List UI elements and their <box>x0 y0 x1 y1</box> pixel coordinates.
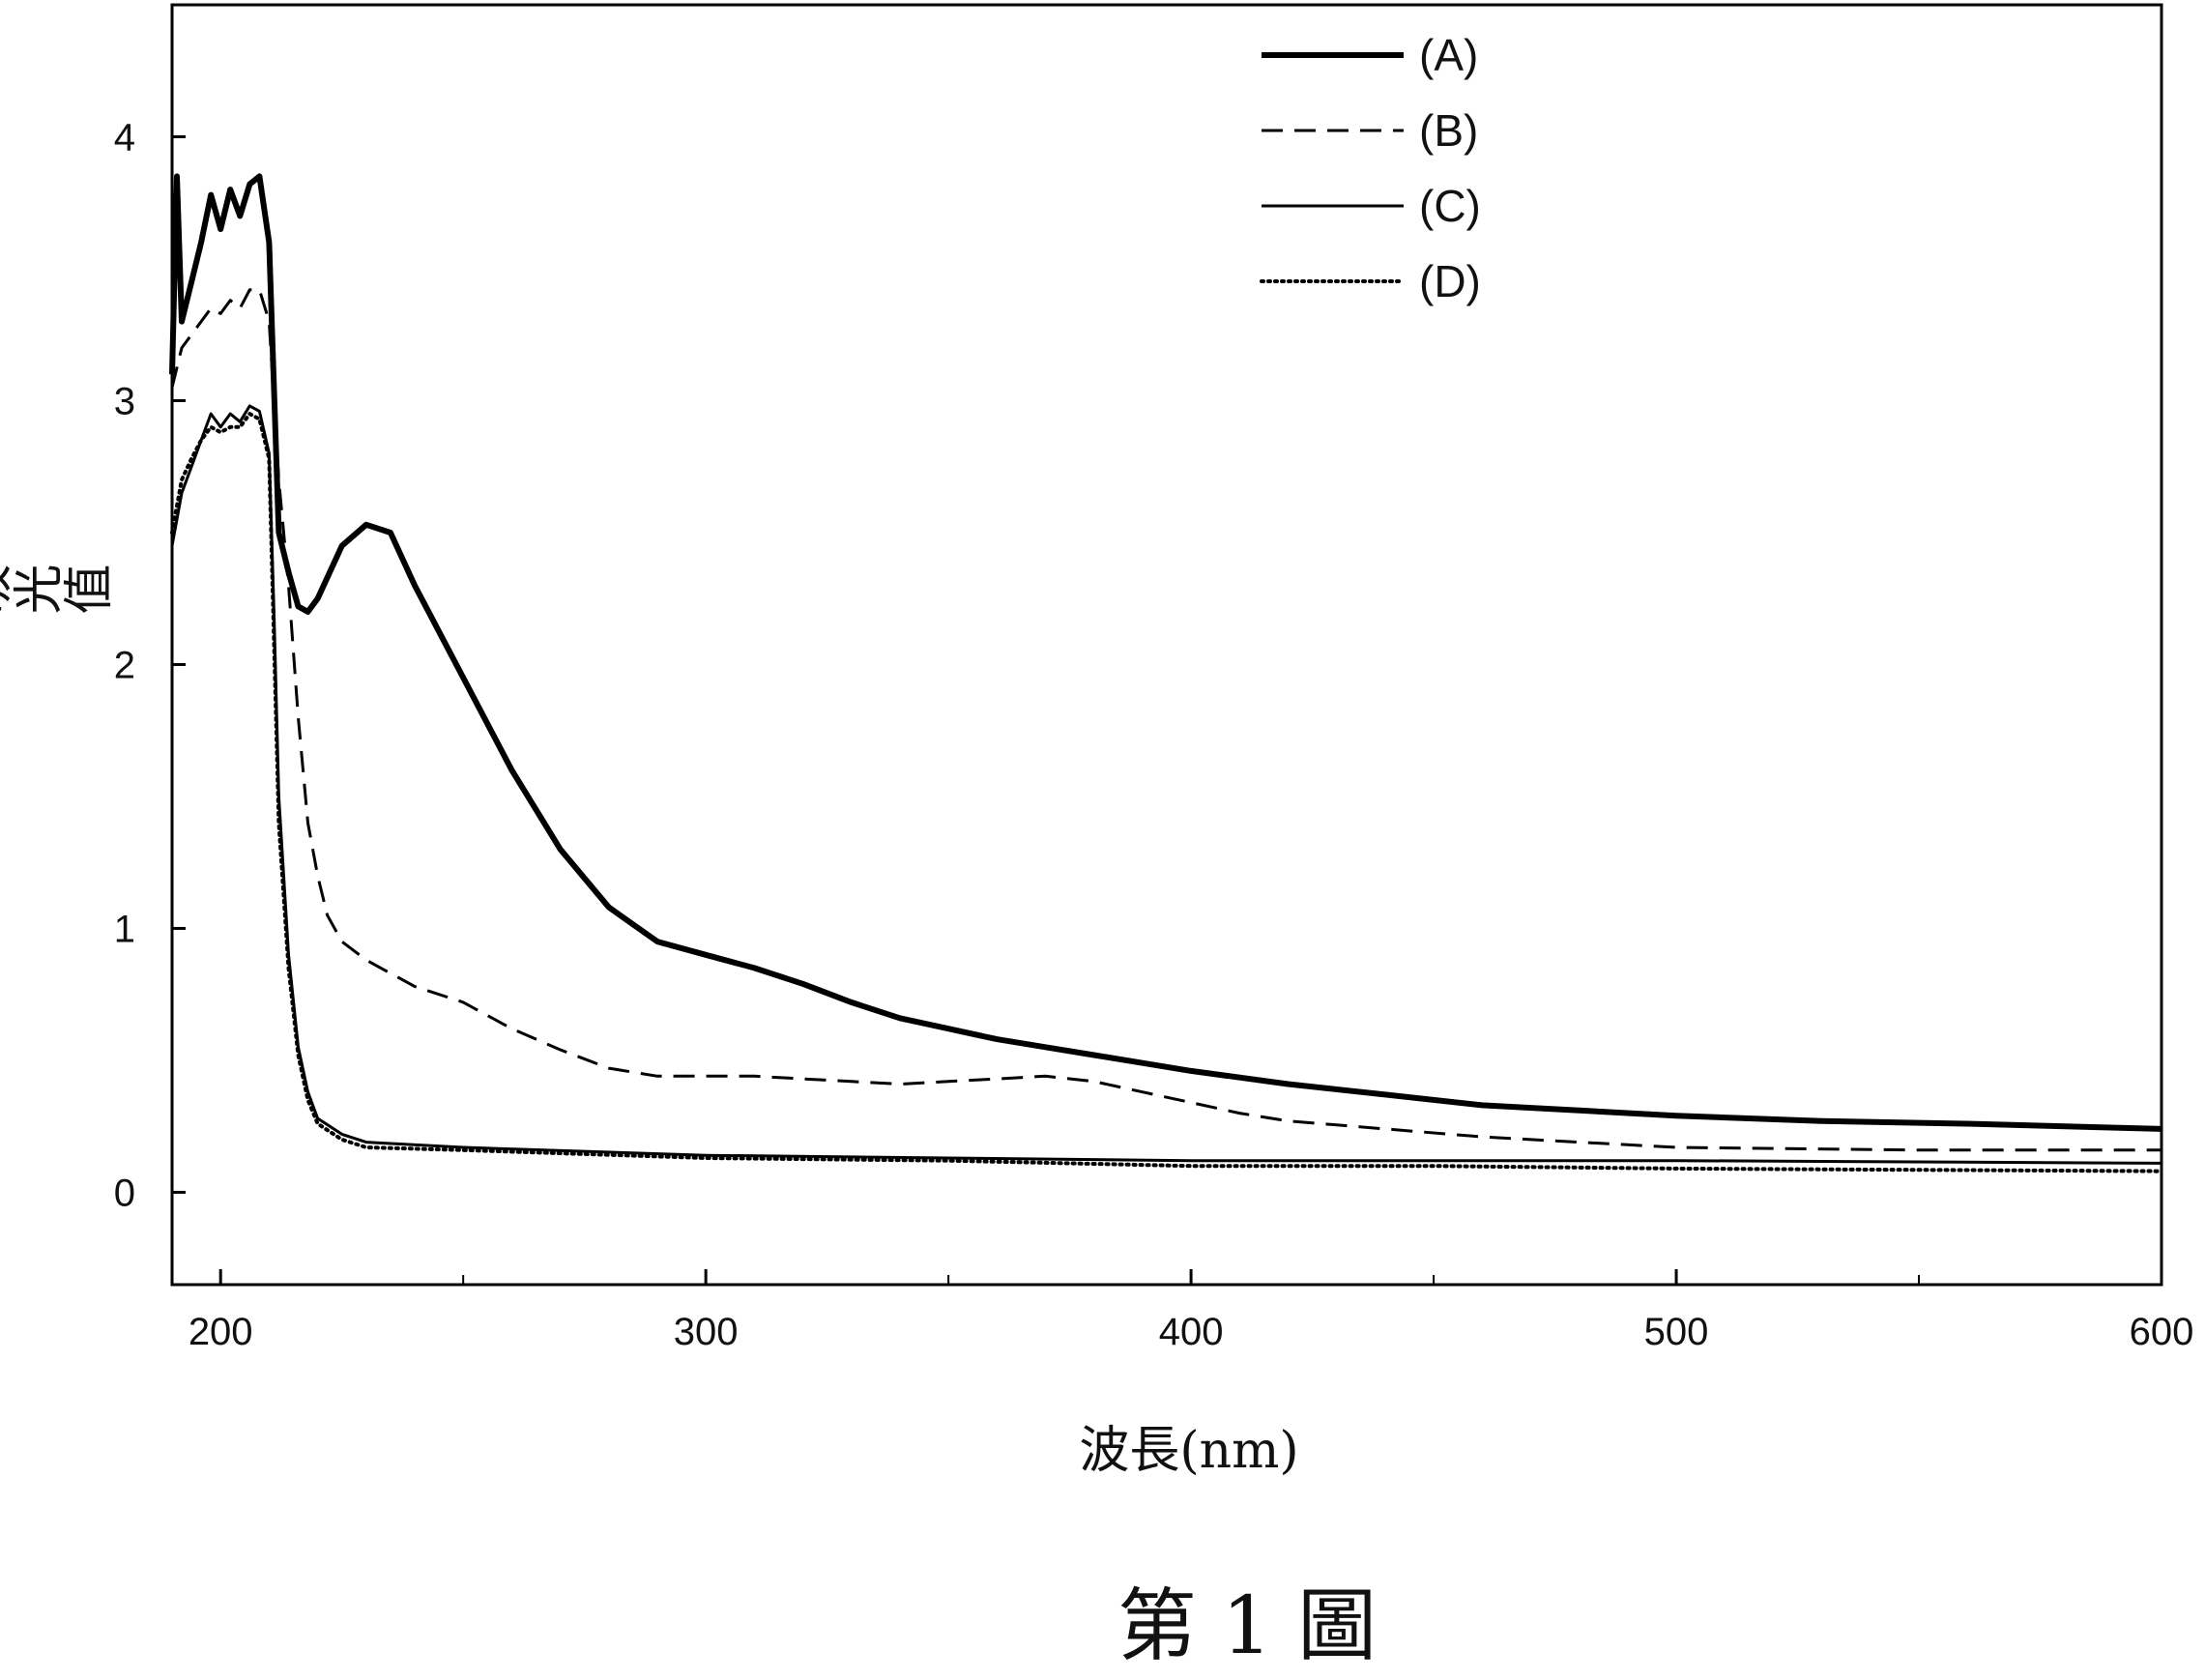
series-layer <box>169 173 2163 1173</box>
legend-label: (D) <box>1419 256 1481 306</box>
y-tick-label: 3 <box>114 380 135 422</box>
y-tick-label: 2 <box>114 644 135 686</box>
y-tick-label: 1 <box>114 908 135 950</box>
legend-label: (C) <box>1419 181 1481 231</box>
series-line-a <box>169 173 2162 1132</box>
y-axis-title: 吸光值 <box>0 565 112 623</box>
x-tick-label: 300 <box>674 1311 739 1353</box>
x-axis: 200 300 400 500 600 <box>189 1269 2194 1353</box>
x-tick-label: 400 <box>1159 1311 1224 1353</box>
legend: (A) (B) (C) (D) <box>1260 30 1481 306</box>
y-tick-label: 4 <box>114 116 135 159</box>
x-axis-title: 波長(nm) <box>1079 1422 1298 1480</box>
plot-area-frame <box>170 3 2163 1287</box>
legend-label: (A) <box>1419 30 1478 80</box>
series-line-b <box>170 288 2161 1152</box>
series-line-c <box>170 404 2162 1165</box>
y-axis: 0 1 2 3 4 <box>114 116 186 1214</box>
y-tick-label: 0 <box>114 1172 135 1214</box>
series-line-d <box>170 412 2163 1173</box>
x-tick-label: 500 <box>1644 1311 1709 1353</box>
x-tick-label: 600 <box>2130 1311 2194 1353</box>
legend-label: (B) <box>1419 105 1478 156</box>
figure-caption: 第 1 圖 <box>1117 1580 1377 1672</box>
x-tick-label: 200 <box>189 1311 253 1353</box>
